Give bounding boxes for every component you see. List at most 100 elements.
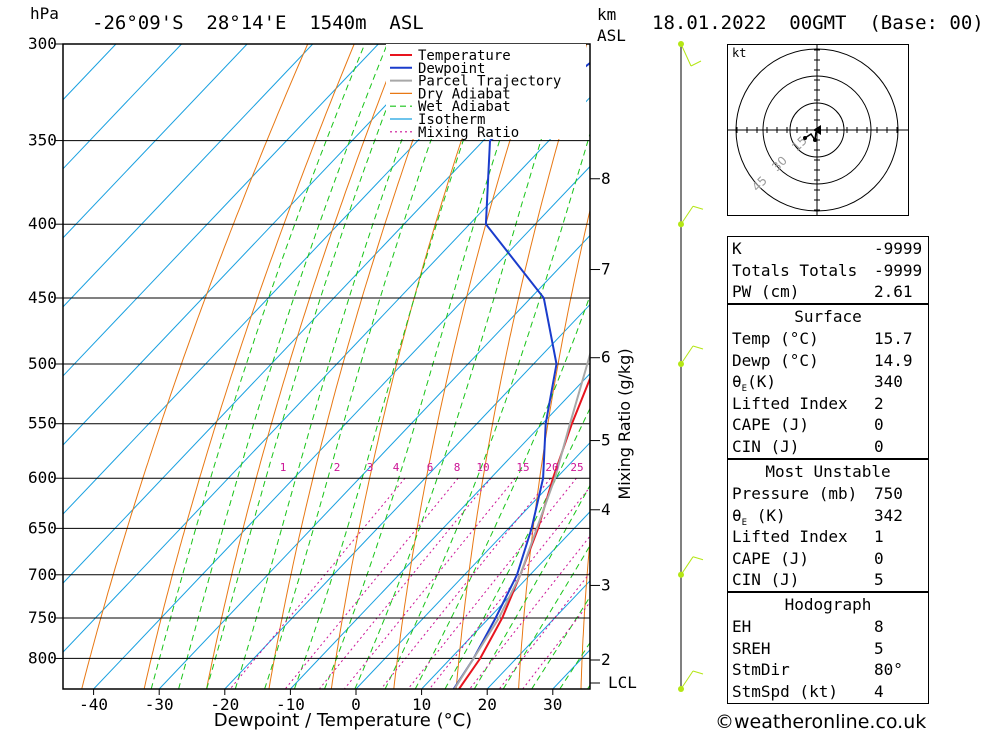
legend-entry: Dewpoint	[418, 61, 485, 77]
surface-title: Surface	[794, 307, 862, 326]
index-label: EH	[732, 617, 752, 636]
plot-area	[63, 44, 1000, 689]
height-tick-label: 6	[601, 348, 611, 367]
legend-entry: Temperature	[418, 48, 511, 64]
height-tick-label: 5	[601, 431, 611, 450]
mixing-ratio-label: 20	[545, 461, 558, 474]
index-value: 5	[874, 570, 884, 589]
isotherm-line	[63, 44, 510, 515]
pressure-tick-label: 600	[28, 468, 57, 487]
temperature-tick-label: 30	[543, 695, 562, 714]
isotherm-line	[355, 441, 590, 689]
legend-background	[386, 44, 586, 139]
pressure-tick-label: 400	[28, 214, 57, 233]
most-unstable-row: Pressure (mb) 750	[728, 483, 928, 504]
height-tick-label: 2	[601, 650, 611, 669]
index-label: Lifted Index	[732, 393, 848, 413]
x-axis-title: Dewpoint / Temperature (°C)	[214, 710, 472, 731]
surface-row: Lifted Index 2	[728, 393, 928, 414]
parcel-trajectory-profile	[453, 350, 590, 689]
hodograph-param-row: EH 8	[728, 616, 928, 637]
mixing-ratio-label: 6	[427, 461, 434, 474]
dry-adiabat-line	[935, 44, 959, 689]
height-tick-label: 7	[601, 260, 611, 279]
hodograph-params-title: Hodograph	[784, 595, 872, 614]
index-label: K	[732, 239, 742, 258]
index-value: 5	[874, 638, 884, 658]
temperature-tick-label: -30	[145, 695, 174, 714]
index-value: 1	[874, 527, 884, 546]
index-label: Pressure (mb)	[732, 484, 858, 503]
hodograph-point	[813, 138, 817, 142]
index-value: 342	[874, 505, 903, 525]
most-unstable-title: Most Unstable	[765, 462, 891, 481]
index-label: Totals Totals	[732, 260, 858, 280]
isotherm-line	[93, 165, 590, 689]
indices-table-top: K -9999 Totals Totals -9999 PW (cm) 2.61	[727, 236, 929, 304]
index-row: K -9999	[728, 238, 928, 259]
wind-barb-flag	[690, 60, 702, 67]
height-tick-label: 8	[601, 169, 611, 188]
index-value: 80°	[874, 660, 903, 679]
surface-row: θE(K) 340	[728, 371, 928, 394]
pressure-tick-label: 650	[28, 518, 57, 537]
isotherm-line	[63, 44, 445, 446]
index-row: Totals Totals -9999	[728, 260, 928, 281]
pressure-tick-label: 800	[28, 648, 57, 667]
storm-motion-marker	[813, 125, 821, 135]
index-label: θE(K)	[732, 372, 776, 395]
hodograph-trace	[804, 131, 817, 143]
most-unstable-row: CIN (J) 5	[728, 569, 928, 590]
index-value: 0	[874, 436, 884, 456]
most-unstable-table: Most Unstable Pressure (mb) 750 θE (K) 342 Li…	[727, 459, 929, 592]
isotherm-line	[63, 44, 379, 377]
wind-barb-flag	[692, 205, 704, 210]
isotherm-line	[421, 511, 590, 689]
surface-row: Temp (°C) 15.7	[728, 328, 928, 349]
wet-adiabat-line	[324, 44, 532, 689]
hodograph-param-row: StmDir 80°	[728, 659, 928, 680]
hodograph-param-row: StmSpd (kt) 4	[728, 681, 928, 702]
most-unstable-row: Lifted Index 1	[728, 526, 928, 547]
temperature-tick-label: -20	[210, 695, 239, 714]
pressure-tick-label: 700	[28, 565, 57, 584]
index-value: 0	[874, 415, 884, 434]
height-tick-label: 4	[601, 500, 611, 519]
legend-entry: Wet Adiabat	[418, 99, 511, 115]
pressure-unit-label: hPa	[30, 4, 59, 23]
height-reference-label: ASL	[597, 26, 626, 45]
station-location: -26°09'S 28°14'E 1540m ASL	[92, 12, 424, 34]
mixing-ratio-label: 2	[334, 461, 341, 474]
mixing-ratio-label: 1	[280, 461, 287, 474]
mixing-ratio-label: 8	[454, 461, 461, 474]
temperature-tick-label: -10	[276, 695, 305, 714]
index-value: 2	[874, 393, 884, 413]
index-value: 4	[874, 681, 884, 701]
footer-credit: ©weatheronline.co.uk	[715, 712, 926, 732]
legend-entry: Dry Adiabat	[418, 86, 511, 102]
index-label: θE (K)	[732, 505, 786, 528]
index-value: -9999	[874, 260, 923, 280]
height-unit-label: km	[597, 5, 617, 24]
dewpoint-profile	[452, 61, 590, 689]
forecast-datetime: 18.01.2022 00GMT (Base: 00)	[652, 12, 984, 34]
dry-adiabat-line	[988, 44, 1000, 689]
index-label: SREH	[732, 638, 771, 658]
wind-barb-shaft	[680, 205, 694, 225]
mixing-ratio-line	[469, 535, 590, 689]
hodograph-unit: kt	[732, 46, 746, 60]
index-value: 15.7	[874, 329, 913, 348]
wind-barb-shaft	[680, 556, 694, 576]
pressure-tick-label: 300	[28, 34, 57, 53]
isotherm-line	[290, 372, 590, 689]
wind-barb-shaft	[680, 670, 694, 690]
wind-barb-shaft	[680, 345, 694, 365]
wind-barb-flag	[692, 345, 704, 350]
isotherm-line	[63, 96, 590, 653]
mixing-ratio-axis-title: Mixing Ratio (g/kg)	[615, 348, 634, 499]
lcl-label: LCL	[608, 673, 637, 692]
hodograph-param-row: SREH 5	[728, 638, 928, 659]
wind-barb-flag	[692, 556, 704, 561]
